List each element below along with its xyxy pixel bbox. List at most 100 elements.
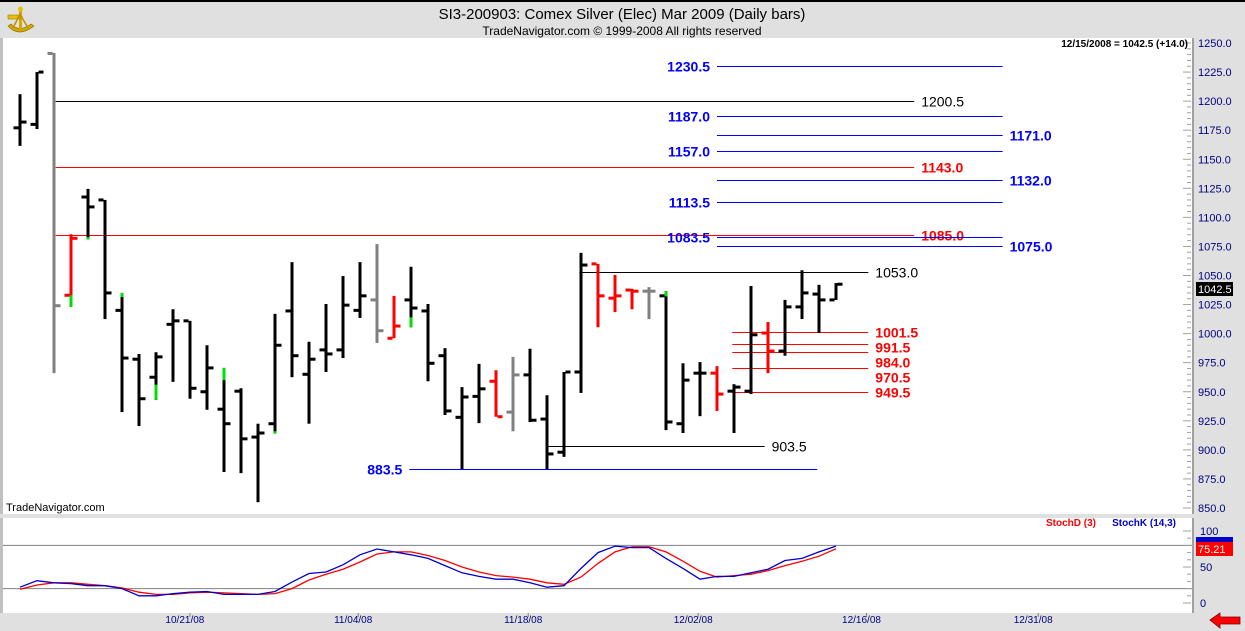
bar-close-tick [684,378,690,382]
bar-close-tick [497,415,503,419]
bar-open-tick [659,294,665,298]
bar-close-tick [735,385,741,389]
bar-close-tick [531,418,537,422]
bar-range [545,395,549,470]
bar-close-tick [378,329,384,333]
bar-signal-mark [222,367,226,381]
stoch-k-badge [1196,537,1233,545]
bar-range [460,387,464,470]
bar-range [766,322,770,374]
ohlc-bar [47,51,61,374]
bar-open-tick [166,322,172,326]
legend-stoch-k: StochK (14,3) [1112,518,1176,529]
bar-range [35,72,39,130]
bar-range [664,291,668,431]
date-tick-label: 12/02/08 [674,615,713,626]
bar-open-tick [387,336,393,340]
bar-range [120,292,124,413]
bar-close-tick [480,387,486,391]
bar-close-tick [276,343,282,347]
stoch-tick-label: 50 [1200,562,1212,574]
bar-range [749,285,753,395]
ohlc-bar [761,322,775,374]
bar-close-tick [174,319,180,323]
bar-open-tick [778,349,784,353]
level-label: 1157.0 [668,144,710,160]
stoch-panel[interactable] [3,518,1193,613]
ohlc-bar [115,292,129,413]
price-tick-label: 1225.0 [1198,67,1232,79]
stoch-d-badge: 75.21 [1196,542,1233,556]
bar-close-tick [327,352,333,356]
bar-signal-mark [273,431,277,434]
bar-range [137,353,141,427]
bar-range [732,384,736,434]
stoch-series-line [19,545,837,597]
ohlc-bar [676,363,690,434]
bar-range [171,309,175,382]
bar-close-tick [616,294,622,298]
date-tick-label: 12/31/08 [1014,615,1053,626]
bar-close-tick [208,366,214,370]
bar-close-tick [293,354,299,358]
bar-open-tick [438,354,444,358]
ohlc-bar [744,285,758,395]
ohlc-bar [829,282,843,302]
date-tick-label: 11/04/08 [334,615,373,626]
ohlc-bar [285,262,299,378]
bar-range [103,199,107,320]
level-label: 1075.0 [1010,239,1053,255]
bar-close-tick [786,305,792,309]
bar-range [817,284,821,334]
bar-range [783,299,787,356]
bar-close-tick [582,263,588,267]
bar-open-tick [149,375,155,379]
bar-range [511,356,515,432]
bar-close-tick [752,333,758,337]
bar-signal-mark [409,317,413,328]
bar-close-tick [344,303,350,307]
scroll-left-arrow-icon[interactable] [1209,612,1241,629]
bar-open-tick [455,415,461,419]
bar-range [154,352,158,400]
price-tick-label: 1075.0 [1198,241,1232,253]
level-label: 949.5 [875,385,910,401]
bar-range [69,234,73,307]
ohlc-bar [98,198,112,320]
bar-close-tick [395,324,401,328]
bar-close-tick [650,289,656,293]
bar-range [613,274,617,313]
ohlc-bar [778,299,792,356]
level-label: 1230.5 [667,59,710,75]
bar-signal-mark [154,384,158,400]
bar-open-tick [64,293,70,297]
date-tick-label: 12/16/08 [842,615,881,626]
bar-open-tick [472,394,478,398]
ohlc-bar [523,348,537,422]
bar-range [256,423,260,503]
price-tick-label: 900.0 [1198,445,1226,457]
bar-range [341,276,345,359]
bar-close-tick [803,291,809,295]
bar-range [443,348,447,415]
ohlc-bar [574,252,588,393]
ohlc-bar [251,423,265,503]
ohlc-bar [727,384,741,434]
bar-close-tick [565,370,571,374]
date-tick-label: 11/18/08 [504,615,543,626]
bar-close-tick [769,349,775,353]
bar-close-tick [242,437,248,441]
bar-close-tick [463,395,469,399]
bar-open-tick [132,357,138,361]
bar-open-tick [642,289,648,293]
level-label: 970.5 [875,370,910,386]
level-label: 1001.5 [875,325,918,341]
price-tick-label: 1175.0 [1198,125,1231,137]
ohlc-bar [183,319,197,399]
date-tick-label: 10/21/08 [165,615,204,626]
bar-open-tick [285,309,291,313]
level-label: 1143.0 [921,160,963,176]
chart-subtitle: TradeNavigator.com © 1999-2008 All right… [482,24,761,38]
bar-open-tick [13,126,19,130]
bar-signal-mark [120,292,124,298]
